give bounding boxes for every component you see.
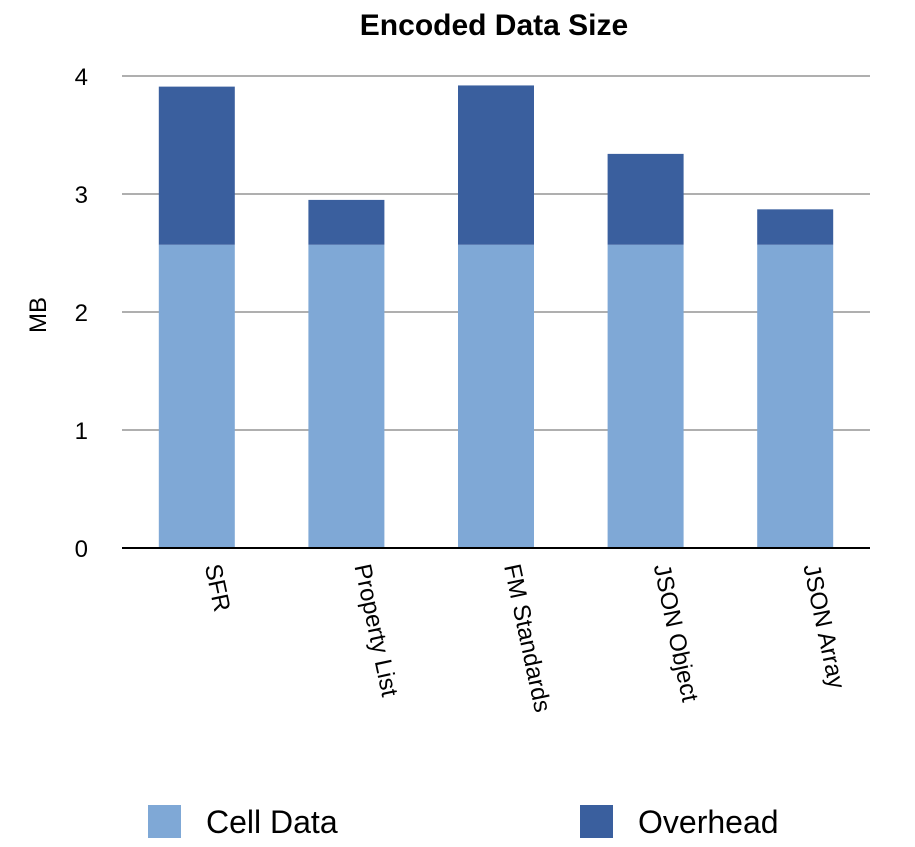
bar-overhead [607, 153, 684, 245]
legend-swatch [580, 805, 613, 838]
y-tick-label: 4 [75, 64, 88, 91]
bar-cell-data [607, 244, 684, 549]
legend-label: Cell Data [206, 804, 338, 840]
y-tick-label: 1 [75, 418, 88, 445]
bar-overhead [458, 85, 534, 245]
legend-swatch [148, 805, 181, 838]
x-tick-label: FM Standards [498, 562, 556, 715]
y-tick-label: 0 [75, 536, 88, 563]
bar-overhead [757, 209, 834, 245]
x-tick-labels: SFR Property List FM Standards JSON Object J… [199, 562, 850, 715]
bar-overhead [308, 199, 385, 245]
x-tick-label: JSON Object [648, 562, 704, 705]
chart-title: Encoded Data Size [360, 9, 628, 42]
x-tick-label: Property List [349, 562, 403, 700]
y-axis-label: MB [25, 297, 52, 333]
bar-cell-data [158, 244, 235, 549]
legend-label: Overhead [638, 804, 779, 840]
y-tick-label: 3 [75, 182, 88, 209]
bars [158, 85, 834, 549]
y-tick-label: 2 [75, 300, 88, 327]
y-tick-labels: 0 1 2 3 4 [75, 64, 88, 563]
bar-cell-data [757, 244, 834, 549]
bar-overhead [158, 86, 235, 245]
x-tick-label: JSON Array [797, 562, 850, 692]
x-tick-label: SFR [199, 562, 235, 615]
bar-cell-data [308, 244, 385, 549]
bar-cell-data [458, 244, 534, 549]
legend: Cell Data Overhead [148, 804, 779, 840]
